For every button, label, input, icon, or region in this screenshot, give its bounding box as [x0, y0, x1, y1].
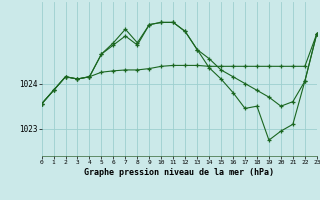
X-axis label: Graphe pression niveau de la mer (hPa): Graphe pression niveau de la mer (hPa) [84, 168, 274, 177]
